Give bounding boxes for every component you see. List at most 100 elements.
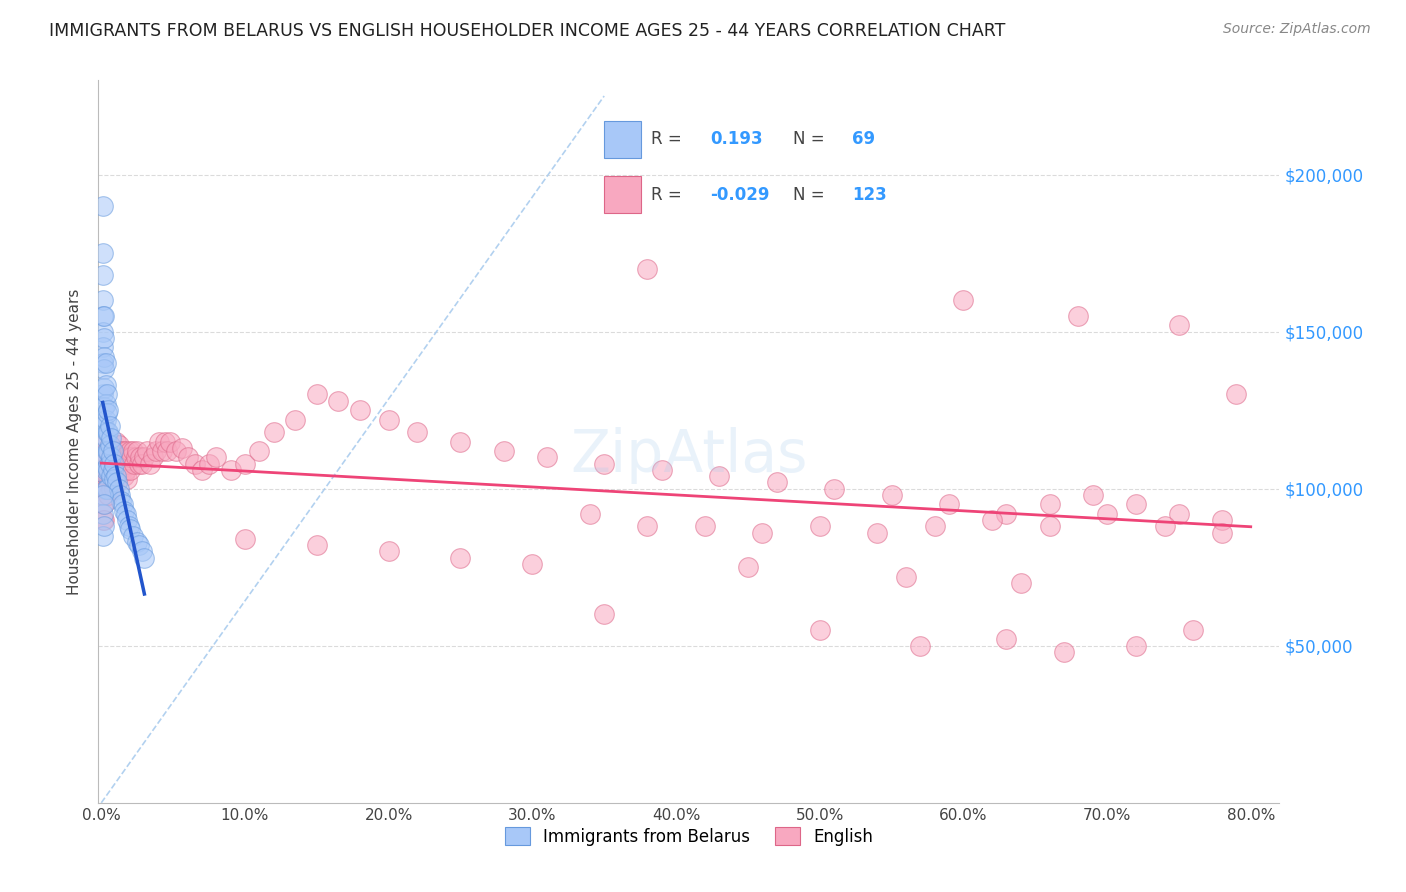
Point	[808, 623, 831, 637]
Point	[121, 450, 143, 465]
Point	[114, 444, 136, 458]
Point	[118, 523, 141, 537]
Point	[1053, 645, 1076, 659]
Point	[125, 450, 148, 465]
Point	[233, 457, 256, 471]
Point	[115, 472, 138, 486]
Point	[114, 507, 136, 521]
Point	[176, 450, 198, 465]
Point	[112, 469, 135, 483]
Point	[205, 450, 228, 465]
Point	[139, 457, 162, 471]
Point	[96, 482, 118, 496]
Point	[100, 431, 122, 445]
Point	[103, 472, 125, 486]
Point	[153, 434, 176, 449]
Point	[124, 457, 146, 471]
Point	[651, 463, 673, 477]
Point	[91, 387, 114, 401]
Point	[737, 560, 759, 574]
Point	[93, 519, 115, 533]
Point	[107, 457, 129, 471]
Point	[247, 444, 270, 458]
Point	[98, 444, 121, 458]
Point	[94, 412, 117, 426]
Point	[145, 444, 167, 458]
Point	[377, 544, 399, 558]
Point	[1167, 507, 1189, 521]
Point	[765, 475, 787, 490]
Point	[100, 450, 122, 465]
Point	[94, 431, 117, 445]
Point	[1211, 525, 1233, 540]
Point	[110, 494, 132, 508]
Point	[101, 459, 124, 474]
Point	[183, 457, 205, 471]
Point	[93, 350, 115, 364]
Point	[100, 482, 122, 496]
Point	[94, 397, 117, 411]
Point	[93, 400, 115, 414]
Point	[108, 488, 131, 502]
Point	[103, 482, 125, 496]
Point	[128, 538, 150, 552]
Point	[93, 381, 115, 395]
Point	[118, 444, 141, 458]
Point	[93, 513, 115, 527]
Point	[93, 418, 115, 433]
Point	[114, 463, 136, 477]
Point	[328, 393, 350, 408]
Point	[131, 544, 153, 558]
Point	[134, 450, 156, 465]
Point	[122, 529, 145, 543]
Point	[100, 463, 122, 477]
Point	[103, 457, 125, 471]
Point	[707, 469, 730, 483]
Point	[1153, 519, 1175, 533]
Point	[1010, 575, 1032, 590]
Point	[150, 444, 173, 458]
Point	[97, 441, 120, 455]
Point	[91, 488, 114, 502]
Point	[101, 475, 124, 490]
Point	[103, 466, 125, 480]
Point	[305, 538, 328, 552]
Point	[93, 331, 115, 345]
Point	[94, 378, 117, 392]
Point	[101, 444, 124, 458]
Point	[112, 450, 135, 465]
Point	[1225, 387, 1247, 401]
Point	[96, 406, 118, 420]
Point	[111, 444, 134, 458]
Point	[111, 497, 134, 511]
Point	[93, 362, 115, 376]
Y-axis label: Householder Income Ages 25 - 44 years: Householder Income Ages 25 - 44 years	[67, 288, 83, 595]
Point	[91, 325, 114, 339]
Point	[104, 472, 127, 486]
Point	[94, 482, 117, 496]
Point	[198, 457, 221, 471]
Point	[93, 482, 115, 496]
Point	[110, 450, 132, 465]
Point	[108, 444, 131, 458]
Point	[1038, 519, 1060, 533]
Point	[165, 444, 187, 458]
Point	[93, 466, 115, 480]
Point	[96, 387, 118, 401]
Point	[97, 488, 120, 502]
Point	[110, 466, 132, 480]
Point	[98, 418, 121, 433]
Point	[97, 469, 120, 483]
Point	[636, 261, 658, 276]
Point	[91, 482, 114, 496]
Point	[1038, 497, 1060, 511]
Point	[1167, 318, 1189, 333]
Point	[808, 519, 831, 533]
Point	[96, 463, 118, 477]
Point	[105, 475, 128, 490]
Point	[1125, 639, 1147, 653]
Point	[93, 497, 115, 511]
Point	[94, 463, 117, 477]
Point	[96, 459, 118, 474]
Point	[97, 463, 120, 477]
